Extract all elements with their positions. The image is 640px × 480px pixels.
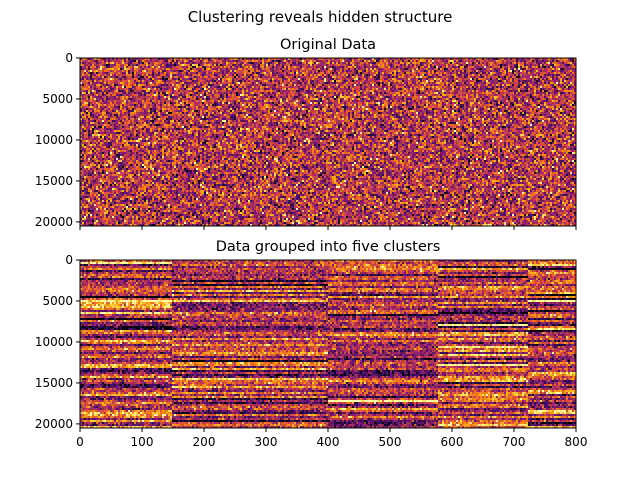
y-tick-label: 0 (65, 51, 73, 65)
y-tick-label: 0 (65, 253, 73, 267)
axes-title-original: Original Data (280, 37, 376, 53)
y-tick-label: 15000 (35, 174, 73, 188)
axes-title-clustered: Data grouped into five clusters (216, 239, 441, 255)
x-tick-label: 300 (255, 435, 278, 449)
heatmap-image-clustered (80, 260, 576, 428)
x-tick-label: 400 (317, 435, 340, 449)
y-tick-label: 20000 (35, 417, 73, 431)
y-tick-label: 20000 (35, 215, 73, 229)
x-tick-label: 100 (131, 435, 154, 449)
x-tick-label: 500 (379, 435, 402, 449)
y-tick-label: 5000 (42, 92, 73, 106)
heatmap-clustered: Data grouped into five clusters 05000100… (35, 239, 588, 449)
x-tick-label: 700 (503, 435, 526, 449)
x-tick-label: 800 (565, 435, 588, 449)
x-tick-label: 200 (193, 435, 216, 449)
figure-suptitle: Clustering reveals hidden structure (188, 8, 453, 26)
heatmap-original: Original Data 0 5000 10000 15000 20000 (35, 37, 577, 230)
heatmap-image-original (80, 58, 576, 226)
x-tick-label: 0 (76, 435, 84, 449)
ticks-original: 0 5000 10000 15000 20000 (35, 51, 577, 230)
y-tick-label: 5000 (42, 294, 73, 308)
y-tick-label: 10000 (35, 133, 73, 147)
x-tick-label: 600 (441, 435, 464, 449)
y-tick-label: 15000 (35, 376, 73, 390)
y-tick-label: 10000 (35, 335, 73, 349)
